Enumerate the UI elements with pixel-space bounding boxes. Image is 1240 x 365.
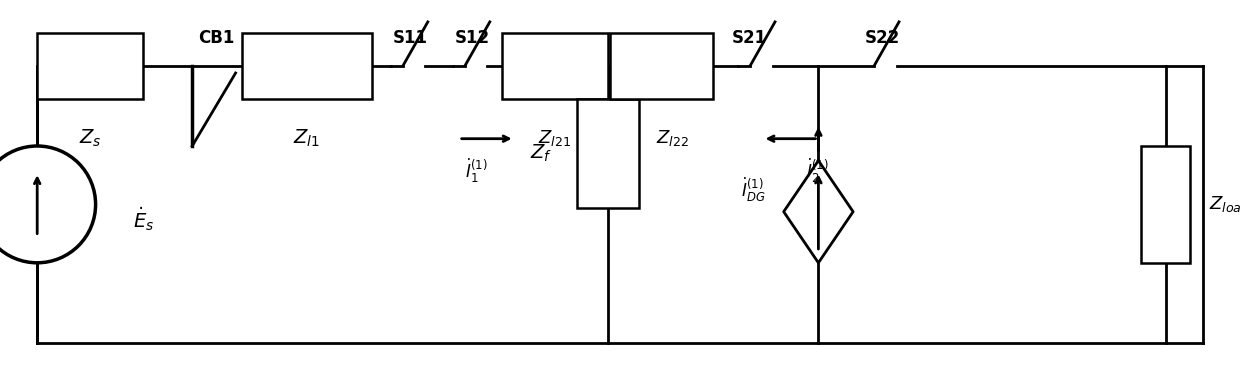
Text: $\dot{I}_2^{(1)}$: $\dot{I}_2^{(1)}$ [806, 157, 828, 185]
Text: $Z_{load}$: $Z_{load}$ [1209, 195, 1240, 214]
Text: CB1: CB1 [198, 30, 234, 47]
Bar [502, 33, 608, 99]
Text: $Z_f$: $Z_f$ [529, 143, 552, 164]
Text: S22: S22 [864, 30, 899, 47]
Bar [610, 33, 713, 99]
Text: $Z_{l22}$: $Z_{l22}$ [656, 128, 689, 148]
Bar [1141, 146, 1190, 263]
Circle shape [0, 146, 95, 263]
Text: $Z_{l1}$: $Z_{l1}$ [294, 128, 320, 149]
Text: $Z_s$: $Z_s$ [78, 128, 102, 149]
Bar [577, 99, 639, 208]
Text: S11: S11 [393, 30, 428, 47]
Bar [37, 33, 143, 99]
Text: $Z_{l21}$: $Z_{l21}$ [538, 128, 572, 148]
Text: $\dot{I}_{DG}^{(1)}$: $\dot{I}_{DG}^{(1)}$ [740, 176, 765, 204]
Text: S12: S12 [455, 30, 490, 47]
Polygon shape [784, 161, 853, 263]
Bar [242, 33, 372, 99]
Text: $\dot{E}_s$: $\dot{E}_s$ [133, 205, 154, 233]
Text: S21: S21 [732, 30, 766, 47]
Text: $\dot{I}_1^{(1)}$: $\dot{I}_1^{(1)}$ [465, 157, 487, 185]
